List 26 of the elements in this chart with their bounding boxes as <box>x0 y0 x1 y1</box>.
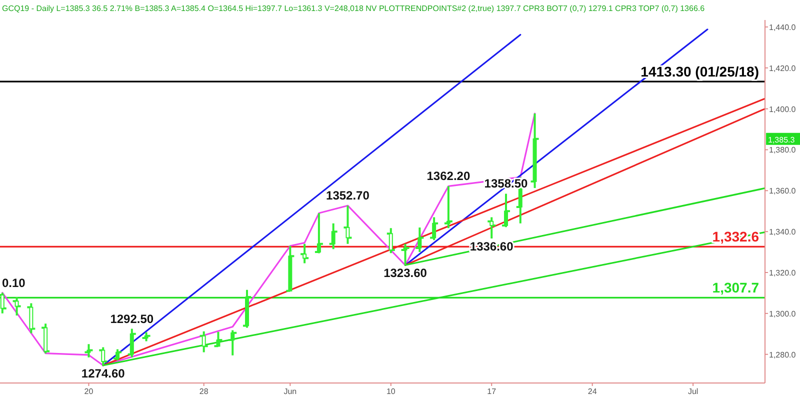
annotation: 0.10 <box>2 276 26 290</box>
line-series <box>2 112 536 366</box>
annotation: 1323.60 <box>384 266 428 280</box>
annotation: 1352.70 <box>326 188 370 203</box>
y-tick-label: 1,360.0 <box>769 186 796 196</box>
x-tick-label: Jul <box>688 387 698 396</box>
annotation: 1362.20 <box>426 169 470 184</box>
y-tick-label: 1,280.0 <box>769 350 796 360</box>
y-tick-label: 1,300.0 <box>769 309 796 318</box>
annotation: 1274.60 <box>81 366 126 380</box>
x-tick-label: Jun <box>284 387 297 396</box>
x-tick-label: 10 <box>386 387 396 396</box>
text: 1,385.3 <box>768 135 796 144</box>
y-tick-label: 1,420.0 <box>769 64 796 73</box>
x-tick-label: 24 <box>588 387 598 396</box>
ref-line-label: 1,307.7 <box>712 280 760 296</box>
annotation: 1292.50 <box>110 312 154 326</box>
y-tick-label: 1,380.0 <box>769 146 796 155</box>
y-tick-label: 1,340.0 <box>769 228 796 237</box>
y-tick-label: 1,440.0 <box>769 22 796 32</box>
x-tick-label: 20 <box>84 387 94 396</box>
x-tick-label: 17 <box>487 387 497 396</box>
y-tick-label: 1,320.0 <box>769 268 796 278</box>
y-tick-label: 1,400.0 <box>769 104 796 114</box>
chart-title: GCQ19 - Daily L=1385.3 36.5 2.71% B=1385.3 A=1385.4 O=1364.5 Hi=1397.7 Lo=1361.3 V=248,018 NV PLOTTRENDPOINTS#2 (2,true) 1397.7 CPR3 BOT7 (0,7) 1279.1 CPR3 TOP7 (0,7) 1366.6 <box>2 4 706 13</box>
x-tick-label: 28 <box>199 387 209 396</box>
